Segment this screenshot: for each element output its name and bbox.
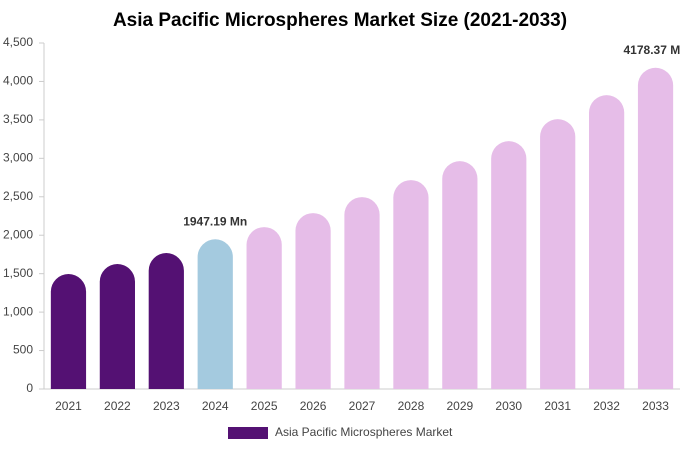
y-tick-label: 1,000 — [3, 304, 33, 318]
y-tick-label: 1,500 — [3, 266, 33, 280]
bar — [442, 161, 478, 389]
y-tick-label: 3,500 — [3, 112, 33, 126]
y-tick-label: 4,000 — [3, 74, 33, 88]
x-tick-label: 2033 — [642, 399, 669, 413]
bar — [637, 67, 674, 389]
x-tick-label: 2024 — [202, 399, 229, 413]
x-tick-label: 2021 — [55, 399, 82, 413]
bar — [295, 213, 331, 389]
x-tick-label: 2030 — [495, 399, 522, 413]
y-tick-label: 4,500 — [3, 35, 33, 49]
x-tick-label: 2027 — [349, 399, 376, 413]
x-tick-label: 2025 — [251, 399, 278, 413]
y-tick-label: 2,000 — [3, 227, 33, 241]
bar — [99, 264, 135, 389]
x-tick-label: 2028 — [398, 399, 425, 413]
bar — [148, 253, 184, 389]
y-tick-label: 2,500 — [3, 189, 33, 203]
bar — [50, 274, 87, 389]
bar — [246, 227, 282, 389]
value-label: 1947.19 Mn — [183, 214, 247, 228]
x-tick-label: 2026 — [300, 399, 327, 413]
x-tick-label: 2022 — [104, 399, 131, 413]
chart-title: Asia Pacific Microspheres Market Size (2… — [113, 10, 567, 31]
legend-label: Asia Pacific Microspheres Market — [275, 425, 453, 439]
x-tick-label: 2032 — [593, 399, 620, 413]
legend-swatch — [228, 427, 268, 439]
y-tick-label: 0 — [26, 381, 33, 395]
y-tick-label: 500 — [13, 343, 33, 357]
x-tick-label: 2031 — [544, 399, 571, 413]
bar — [197, 239, 233, 389]
bar — [344, 197, 380, 389]
value-label: 4178.37 Mn — [624, 43, 680, 57]
bar — [540, 119, 576, 390]
y-tick-label: 3,000 — [3, 151, 33, 165]
bar — [589, 95, 625, 390]
x-tick-label: 2023 — [153, 399, 180, 413]
x-tick-label: 2029 — [446, 399, 473, 413]
bar — [393, 180, 429, 389]
bar — [491, 141, 527, 389]
